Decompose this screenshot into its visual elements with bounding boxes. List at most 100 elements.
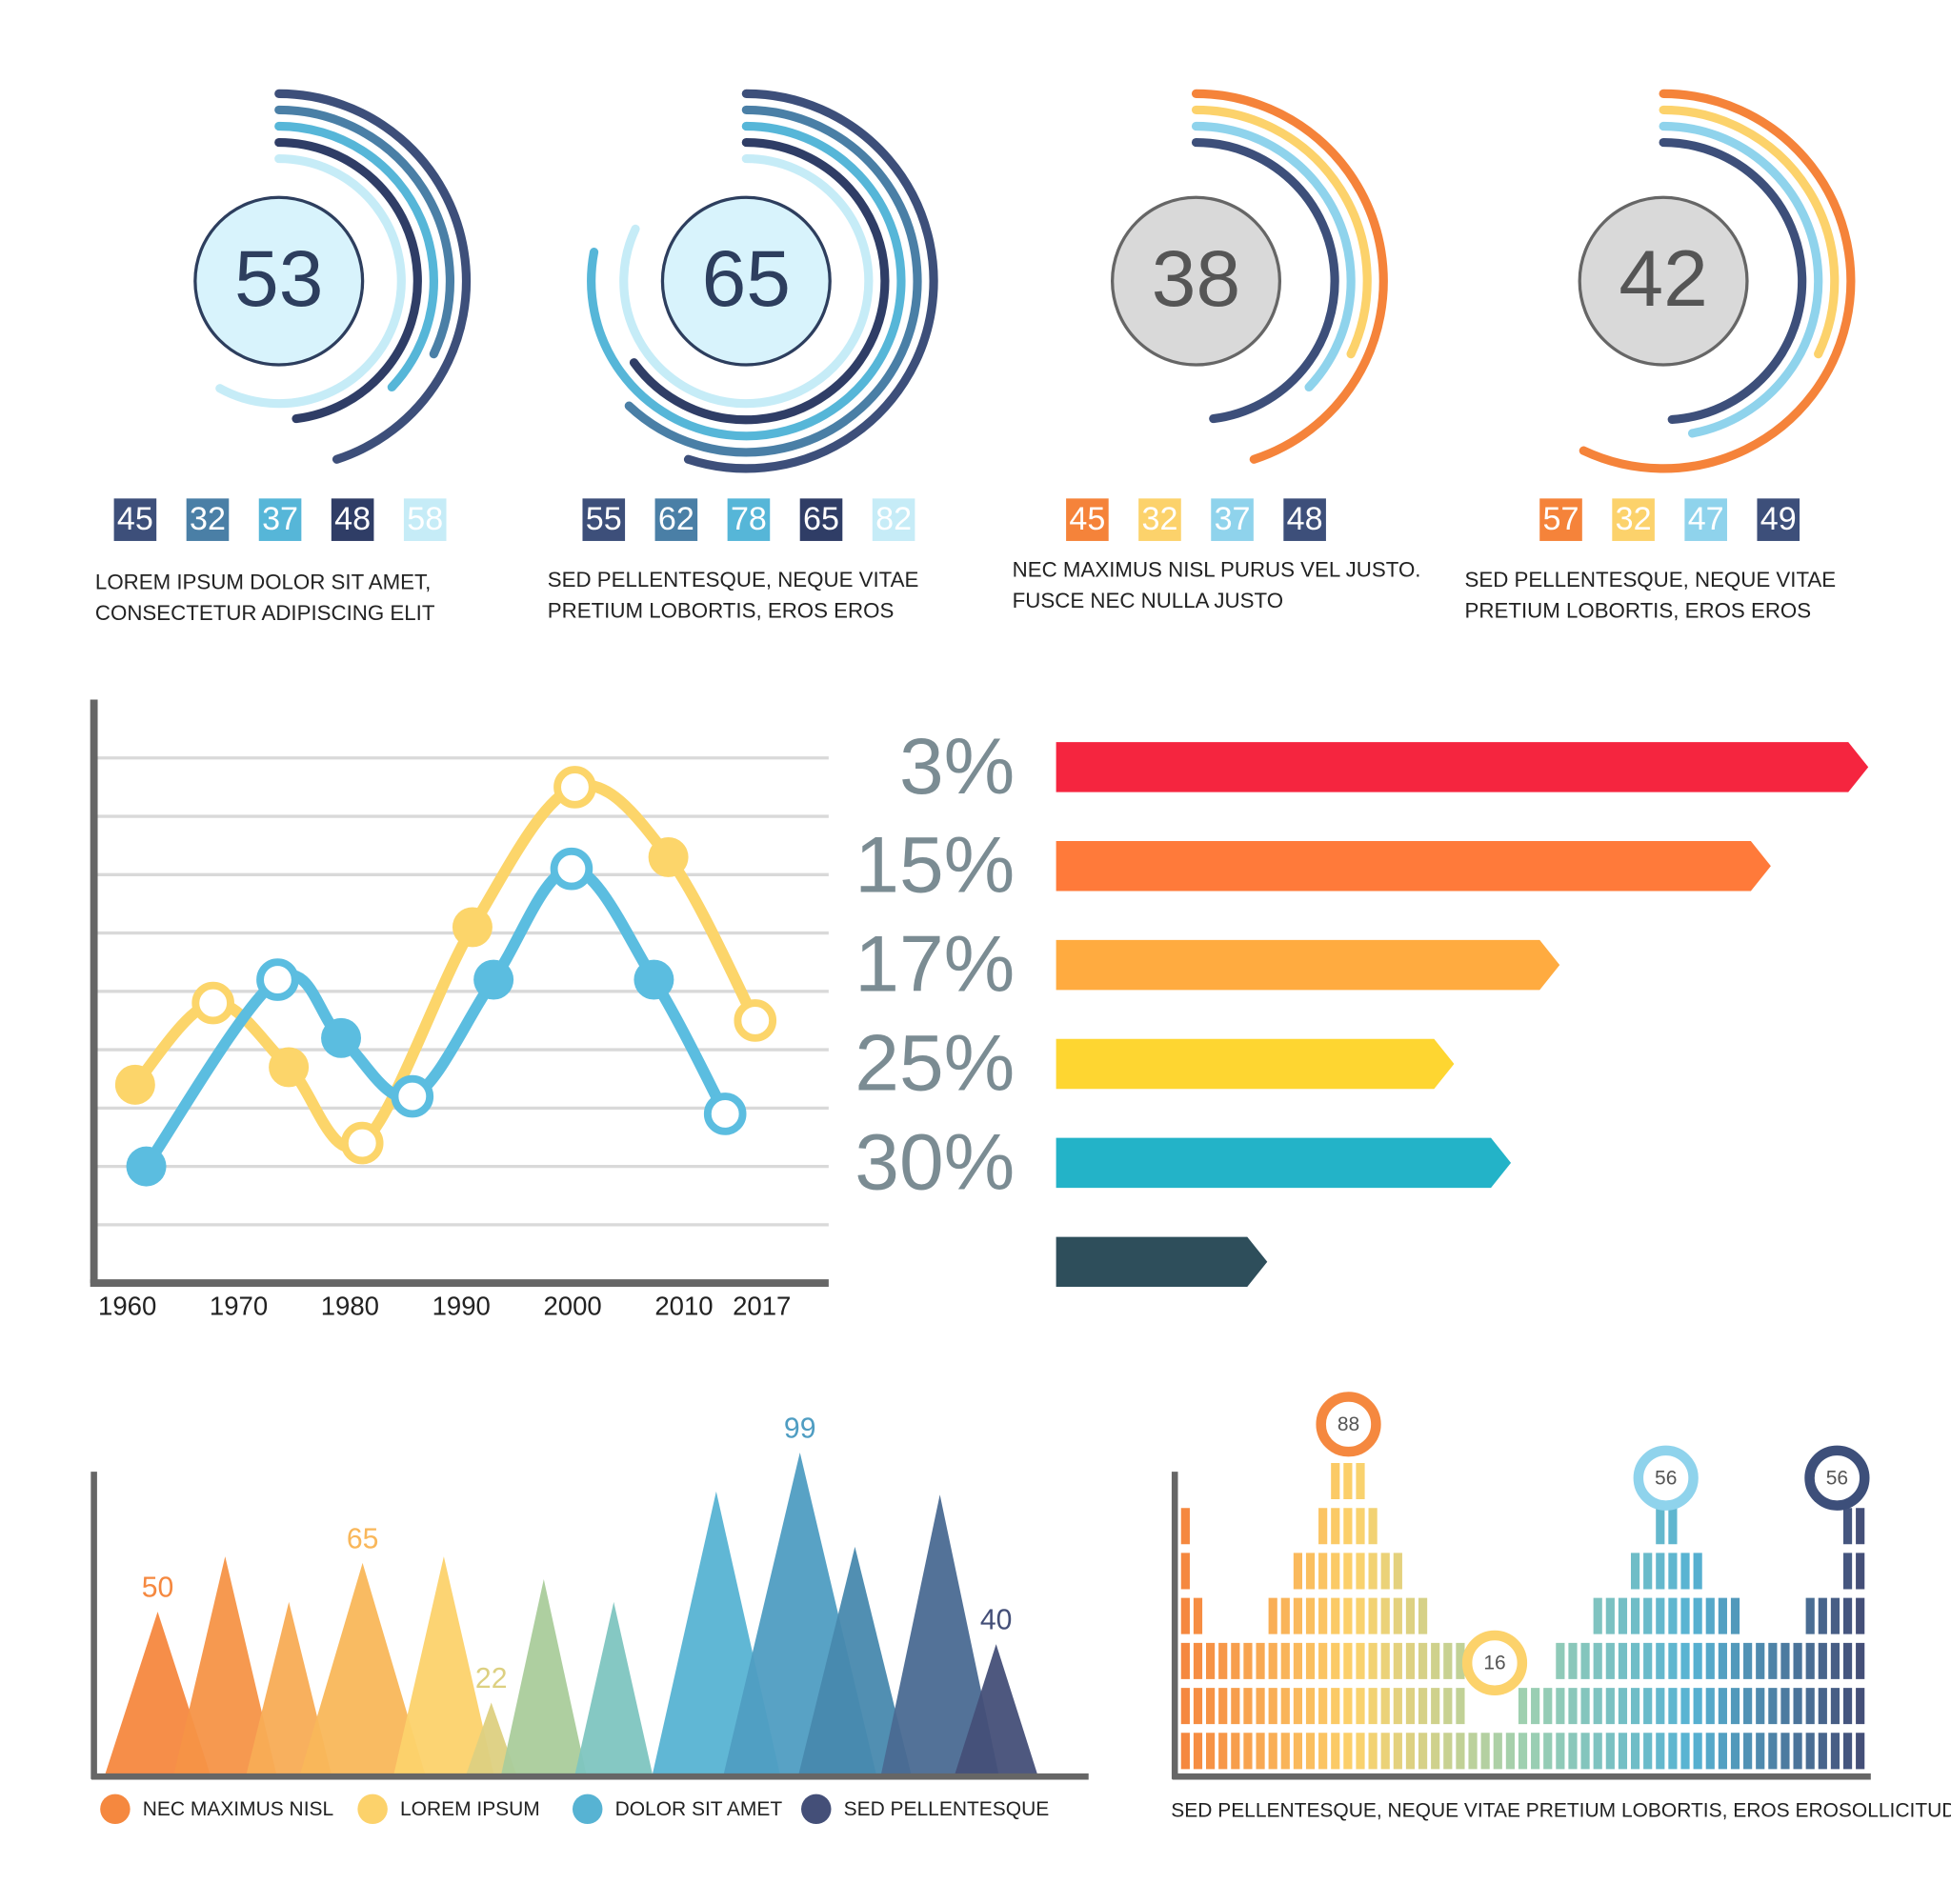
arrow-bar [1056, 1038, 1455, 1090]
value-box [1684, 498, 1727, 541]
gauge-arc [619, 153, 874, 409]
cell-column [1468, 1733, 1478, 1770]
gauge-arc [1659, 121, 1823, 438]
cell-column [1818, 1597, 1827, 1770]
cell-column [1705, 1597, 1715, 1770]
gauge-center [1578, 195, 1749, 367]
gauge-arc [683, 89, 938, 473]
x-tick-label: 2010 [654, 1292, 713, 1321]
x-tick-label: 1990 [432, 1292, 491, 1321]
value-box [799, 498, 843, 541]
cell-column [1605, 1597, 1615, 1770]
cell-column [1268, 1597, 1277, 1770]
triangle [300, 1562, 426, 1774]
cell-column [1418, 1597, 1428, 1770]
value-box [1138, 498, 1181, 541]
cell-column [1243, 1642, 1253, 1770]
cell-column [1730, 1597, 1740, 1770]
value-box-label: 48 [334, 501, 371, 537]
gauge-caption: FUSCE NEC NULLA JUSTO [1013, 589, 1283, 612]
triangle [173, 1556, 277, 1774]
cell-column [1206, 1642, 1216, 1770]
value-box [1612, 498, 1655, 541]
bar-label: 17% [855, 919, 1015, 1009]
line-point [634, 959, 674, 1000]
cell-column [1431, 1642, 1440, 1770]
gauge-arc [587, 121, 906, 441]
value-box-label: 48 [1287, 501, 1323, 537]
x-tick-label: 1970 [210, 1292, 268, 1321]
cell-column [1505, 1733, 1515, 1770]
x-tick-label: 1980 [321, 1292, 379, 1321]
arrow-bar [1056, 742, 1869, 792]
marker-label: 56 [1655, 1468, 1677, 1490]
value-box-label: 57 [1543, 501, 1579, 537]
bar-label: 25% [855, 1017, 1015, 1107]
value-box-label: 49 [1760, 501, 1797, 537]
line-point [734, 999, 777, 1042]
bar-label: 30% [855, 1116, 1015, 1206]
cell-column [1630, 1553, 1640, 1770]
cell-column [1368, 1508, 1378, 1770]
gauge-caption: SED PELLENTESQUE, NEQUE VITAE [548, 568, 919, 591]
cell-column [1543, 1688, 1553, 1770]
gauge-value: 38 [1152, 233, 1240, 323]
cell-column [1493, 1733, 1502, 1770]
cell-column [1480, 1733, 1490, 1770]
gauge-value: 65 [702, 233, 791, 323]
gauge-arc [624, 105, 922, 457]
cell-column [1805, 1597, 1815, 1770]
value-label: 99 [784, 1413, 816, 1444]
cell-column [1743, 1642, 1753, 1770]
line-point [126, 1146, 167, 1187]
line-point [340, 1121, 384, 1165]
cell-column [1830, 1597, 1840, 1770]
gauge-caption: SED PELLENTESQUE, NEQUE VITAE [1465, 568, 1837, 591]
value-box [727, 498, 771, 541]
legend-label: DOLOR SIT AMET [615, 1798, 783, 1820]
cell-column [1531, 1688, 1540, 1770]
triangle [246, 1601, 332, 1774]
gauge-value: 53 [234, 233, 323, 323]
value-box [403, 498, 447, 541]
gauge-center [660, 195, 832, 367]
bar-label: 15% [855, 820, 1015, 910]
value-box-label: 78 [731, 501, 767, 537]
cell-column [1680, 1553, 1690, 1770]
line-point [191, 981, 234, 1025]
line-point [321, 1017, 362, 1058]
cell-column [1218, 1642, 1228, 1770]
triangle [501, 1578, 587, 1774]
gauge-arc [274, 121, 438, 392]
value-label: 40 [980, 1605, 1013, 1636]
value-box-label: 65 [803, 501, 839, 537]
value-box [331, 498, 374, 541]
triangle [466, 1702, 516, 1774]
value-box-label: 82 [875, 501, 912, 537]
cell-column [1756, 1642, 1765, 1770]
line-point [648, 836, 689, 877]
legend-marker [801, 1794, 832, 1825]
x-tick-label: 2000 [543, 1292, 601, 1321]
arrow-bar [1056, 841, 1771, 892]
line-point [553, 766, 596, 809]
cell-column [1280, 1597, 1290, 1770]
cell-column [1718, 1597, 1727, 1770]
cell-column [1405, 1597, 1416, 1770]
gauge-arc [274, 89, 472, 464]
legend-label: NEC MAXIMUS NISL [143, 1798, 333, 1820]
cell-column [1293, 1553, 1303, 1770]
value-box-label: 37 [262, 501, 298, 537]
legend-marker [100, 1794, 131, 1825]
gauge-center [193, 195, 365, 367]
gauge-arc [1659, 105, 1840, 359]
cell-column [1668, 1508, 1678, 1770]
marker-ring [1804, 1445, 1870, 1511]
value-box-label: 55 [586, 501, 622, 537]
cell-column [1842, 1508, 1853, 1770]
line-point [473, 959, 514, 1000]
bar-label: 3% [899, 721, 1015, 811]
value-label: 22 [475, 1663, 508, 1694]
legend-label: SED PELLENTESQUE [844, 1798, 1050, 1820]
